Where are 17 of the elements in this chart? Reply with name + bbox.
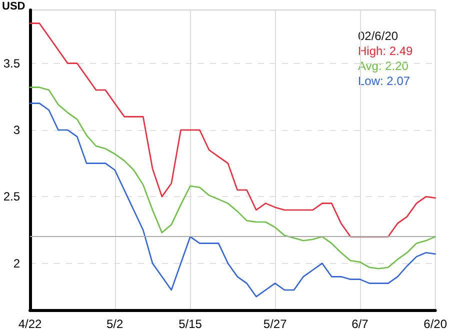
annotation: High: 2.49 [358,44,414,58]
line-series [29,86,436,270]
x-tick-label: 5/15 [178,317,202,330]
x-tick-label: 4/22 [18,317,42,330]
annotation: Low: 2.07 [358,74,410,88]
x-tick-label: 5/27 [263,317,288,330]
y-axis-title: USD [2,0,26,12]
annotation: 02/6/20 [358,29,398,43]
line-series [29,102,436,298]
x-tick-label: 6/7 [352,317,369,330]
y-tick-label: 3.5 [3,56,20,70]
x-tick-label: 5/2 [106,317,124,330]
line-series [29,22,436,238]
x-tick-label: 6/20 [424,317,448,330]
y-tick-label: 3 [13,123,20,137]
y-tick-label: 2 [13,256,20,270]
y-tick-label: 2.5 [3,190,20,204]
